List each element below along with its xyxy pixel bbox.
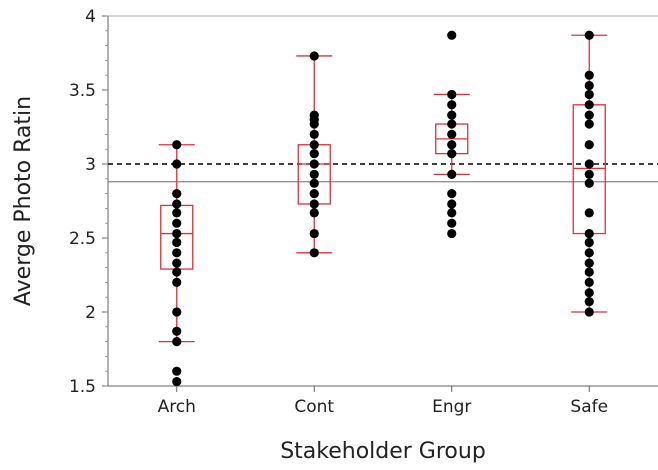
data-point bbox=[172, 159, 182, 169]
data-point bbox=[447, 228, 457, 239]
data-point bbox=[584, 208, 594, 218]
data-point bbox=[584, 30, 594, 40]
data-point bbox=[172, 258, 182, 268]
data-point bbox=[172, 337, 182, 347]
data-point bbox=[172, 248, 182, 258]
y-axis-ticks: 1.5 2 2.5 3 3.5 4 bbox=[69, 7, 108, 397]
data-point bbox=[584, 297, 594, 307]
data-point bbox=[172, 277, 182, 287]
x-axis-title: Stakeholder Group bbox=[280, 439, 486, 464]
data-point bbox=[584, 169, 594, 179]
reference-lines bbox=[108, 163, 658, 183]
data-point bbox=[309, 208, 319, 218]
data-point bbox=[584, 100, 594, 110]
data-point bbox=[309, 189, 319, 199]
data-point bbox=[584, 80, 594, 91]
data-point bbox=[584, 267, 594, 277]
x-tick-label: Safe bbox=[570, 397, 608, 417]
data-point bbox=[447, 199, 457, 209]
data-point bbox=[447, 89, 457, 100]
x-axis-ticks: Arch Cont Engr Safe bbox=[158, 386, 608, 417]
data-point bbox=[447, 189, 457, 199]
data-point bbox=[172, 208, 182, 218]
data-point bbox=[447, 208, 457, 218]
data-point bbox=[584, 228, 594, 239]
data-point bbox=[447, 129, 457, 139]
data-point bbox=[309, 51, 319, 61]
data-point bbox=[584, 237, 594, 248]
data-point bbox=[584, 89, 594, 100]
boxes-layer bbox=[158, 34, 608, 343]
data-point bbox=[447, 169, 457, 179]
data-point bbox=[172, 307, 182, 317]
data-point bbox=[584, 288, 594, 298]
data-point bbox=[584, 159, 594, 169]
y-tick-label: 2.5 bbox=[69, 229, 96, 249]
data-point bbox=[447, 140, 457, 150]
data-point bbox=[172, 237, 182, 248]
data-point bbox=[309, 159, 319, 169]
data-point bbox=[447, 100, 457, 110]
data-point bbox=[309, 228, 319, 239]
data-point bbox=[584, 140, 594, 150]
data-point bbox=[172, 140, 182, 150]
data-point bbox=[172, 376, 182, 387]
data-point bbox=[584, 277, 594, 287]
data-point bbox=[584, 70, 594, 80]
data-point bbox=[309, 169, 319, 179]
x-tick-label: Cont bbox=[294, 397, 334, 417]
data-point bbox=[447, 149, 457, 159]
data-point bbox=[447, 30, 457, 40]
data-point bbox=[309, 149, 319, 159]
data-point bbox=[584, 248, 594, 258]
data-point bbox=[172, 366, 182, 376]
data-point bbox=[172, 199, 182, 209]
plot-frame bbox=[107, 15, 658, 387]
y-tick-label: 2 bbox=[85, 303, 96, 323]
data-point bbox=[584, 178, 594, 188]
y-tick-label: 3.5 bbox=[69, 81, 96, 101]
data-point bbox=[309, 199, 319, 209]
data-point bbox=[584, 110, 594, 120]
points-layer bbox=[172, 30, 594, 387]
data-point bbox=[584, 307, 594, 317]
data-point bbox=[447, 218, 457, 228]
data-point bbox=[309, 119, 319, 129]
y-tick-label: 1.5 bbox=[69, 377, 96, 397]
data-point bbox=[172, 228, 182, 239]
y-tick-label: 4 bbox=[85, 7, 96, 27]
data-point bbox=[172, 267, 182, 277]
data-point bbox=[584, 258, 594, 268]
x-tick-label: Arch bbox=[158, 397, 196, 417]
y-axis-title: Averge Photo Ratin bbox=[11, 96, 36, 306]
x-tick-label: Engr bbox=[432, 397, 471, 417]
data-point bbox=[172, 326, 182, 336]
data-point bbox=[309, 129, 319, 139]
data-point bbox=[584, 119, 594, 129]
y-tick-label: 3 bbox=[85, 155, 96, 175]
data-point bbox=[309, 140, 319, 150]
data-point bbox=[447, 110, 457, 120]
data-point bbox=[172, 189, 182, 199]
data-point bbox=[172, 218, 182, 228]
data-point bbox=[447, 119, 457, 129]
data-point bbox=[309, 178, 319, 188]
data-point bbox=[309, 248, 319, 258]
